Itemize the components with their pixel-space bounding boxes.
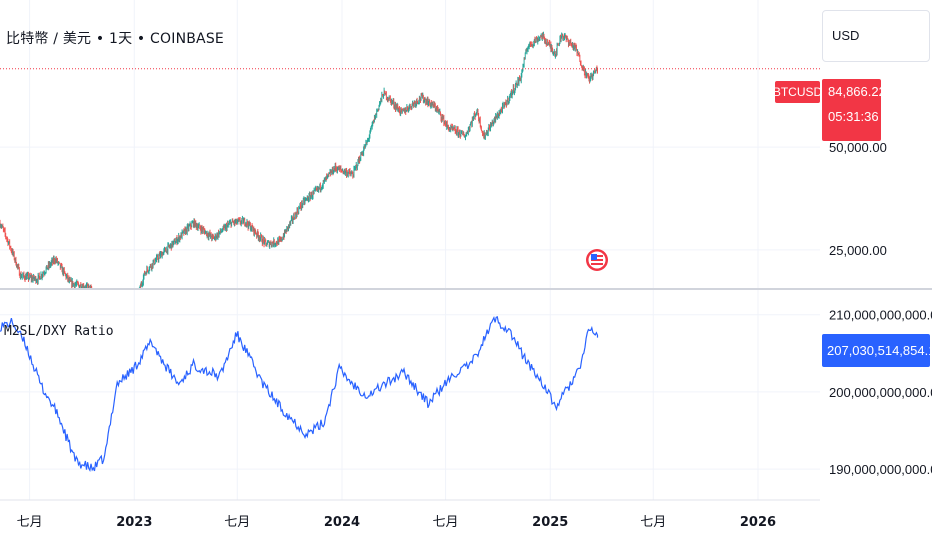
last-price-badge: 84,866.22 05:31:36 xyxy=(822,79,886,141)
time-tick-label: 2024 xyxy=(324,515,360,530)
indicator-tick-label: 190,000,000,000.00 xyxy=(829,462,932,477)
grid xyxy=(0,0,820,500)
symbol-title[interactable]: 比特幣 / 美元 • 1天 • COINBASE xyxy=(6,31,224,47)
price-tick-label: 50,000.00 xyxy=(829,140,887,155)
time-tick-label: 七月 xyxy=(433,515,459,530)
time-tick-label: 2026 xyxy=(740,515,776,530)
indicator-value-badge: 207,030,514,854.15 xyxy=(822,334,932,367)
last-price-value: 84,866.22 xyxy=(828,84,886,99)
last-price-symbol-badge: BTCUSD xyxy=(773,81,823,103)
currency-button[interactable]: USD xyxy=(822,10,930,62)
bar-countdown: 05:31:36 xyxy=(828,109,879,124)
price-candles xyxy=(0,31,599,289)
us-flag-event-icon[interactable] xyxy=(585,244,609,276)
price-axis[interactable]: 25,000.00 50,000.00 xyxy=(829,140,887,258)
time-tick-label: 2023 xyxy=(116,515,152,530)
time-tick-label: 七月 xyxy=(17,515,43,530)
price-tick-label: 25,000.00 xyxy=(829,243,887,258)
time-tick-label: 七月 xyxy=(640,515,666,530)
indicator-title[interactable]: M2SL/DXY Ratio xyxy=(4,324,114,339)
time-axis[interactable]: 七月 2023 七月 2024 七月 2025 七月 2026 xyxy=(17,515,776,530)
indicator-axis[interactable]: 190,000,000,000.00 200,000,000,000.00 210,… xyxy=(829,308,932,477)
time-tick-label: 2025 xyxy=(532,515,568,530)
indicator-tick-label: 210,000,000,000.00 xyxy=(829,308,932,323)
last-price-symbol: BTCUSD xyxy=(773,85,823,99)
time-tick-label: 七月 xyxy=(224,515,250,530)
indicator-last-value: 207,030,514,854.15 xyxy=(827,343,932,358)
indicator-line xyxy=(0,315,599,473)
indicator-tick-label: 200,000,000,000.00 xyxy=(829,385,932,400)
